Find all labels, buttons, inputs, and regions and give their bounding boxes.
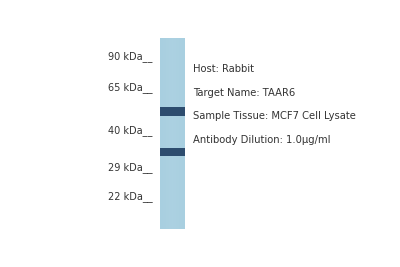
- Bar: [160, 107, 185, 116]
- Text: Target Name: TAAR6: Target Name: TAAR6: [193, 88, 295, 98]
- Text: 40 kDa__: 40 kDa__: [108, 125, 152, 136]
- Bar: [160, 148, 185, 156]
- Text: 29 kDa__: 29 kDa__: [108, 162, 152, 173]
- Text: Sample Tissue: MCF7 Cell Lysate: Sample Tissue: MCF7 Cell Lysate: [193, 111, 356, 121]
- Text: 90 kDa__: 90 kDa__: [108, 51, 152, 62]
- Bar: [160, 38, 185, 229]
- Text: 22 kDa__: 22 kDa__: [108, 191, 152, 202]
- Text: 65 kDa__: 65 kDa__: [108, 82, 152, 93]
- Text: Host: Rabbit: Host: Rabbit: [193, 64, 254, 74]
- Text: Antibody Dilution: 1.0μg/ml: Antibody Dilution: 1.0μg/ml: [193, 135, 330, 145]
